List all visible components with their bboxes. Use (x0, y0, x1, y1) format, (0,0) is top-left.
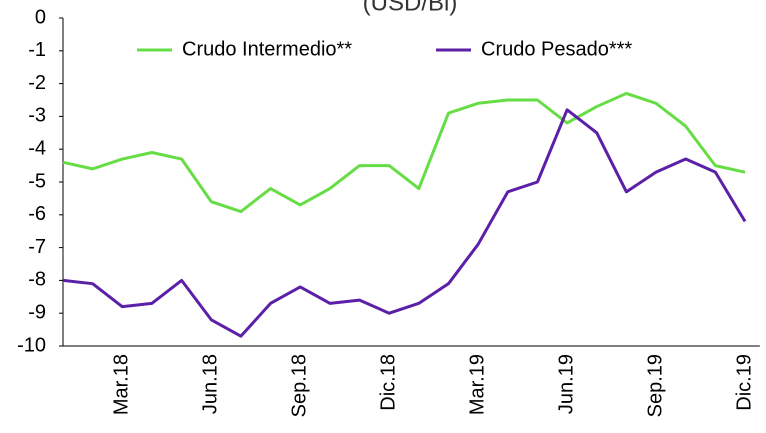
x-tick-label: Sep.18 (288, 354, 310, 417)
x-tick-label: Dic.19 (733, 354, 755, 411)
x-tick-label: Dic.18 (377, 354, 399, 411)
y-tick-label: -9 (28, 301, 46, 323)
y-tick-label: 0 (35, 6, 46, 28)
y-tick-label: -10 (17, 334, 46, 356)
y-tick-label: -3 (28, 105, 46, 127)
chart-title: (USD/Bl) (363, 0, 458, 16)
series-line (62, 91, 746, 214)
x-tick-label: Mar.19 (466, 354, 488, 415)
y-tick-label: -6 (28, 203, 46, 225)
x-tick-label: Jun.18 (200, 354, 222, 414)
legend-label: Crudo Intermedio** (182, 38, 352, 60)
x-tick-label: Mar.18 (111, 354, 133, 415)
x-tick-label: Sep.19 (644, 354, 666, 417)
y-tick-label: -1 (28, 39, 46, 61)
legend-label: Crudo Pesado*** (481, 38, 632, 60)
series-line (62, 108, 747, 338)
y-tick-label: -4 (28, 137, 46, 159)
y-tick-label: -8 (28, 269, 46, 291)
y-tick-label: -7 (28, 236, 46, 258)
x-tick-label: Jun.19 (555, 354, 577, 414)
y-tick-label: -5 (28, 170, 46, 192)
y-tick-label: -2 (28, 72, 46, 94)
